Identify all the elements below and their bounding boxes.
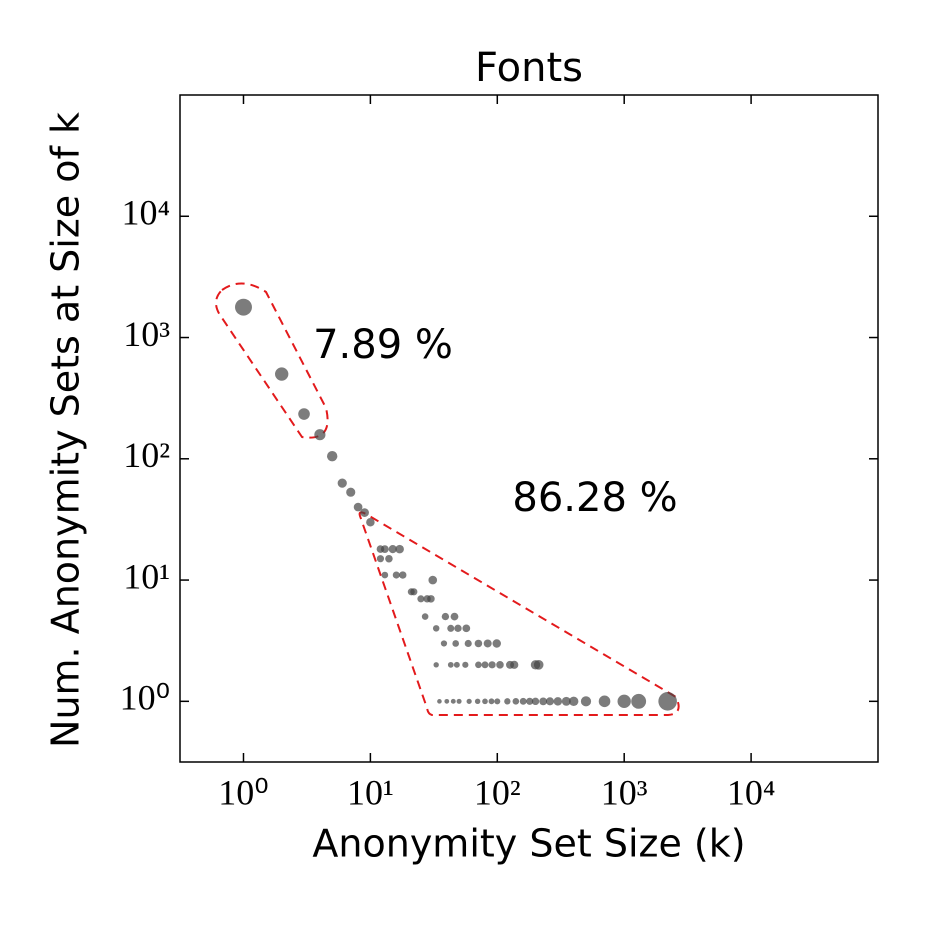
point: [453, 661, 460, 668]
point: [440, 640, 448, 647]
point: [450, 612, 459, 621]
point: [545, 697, 554, 706]
point: [504, 698, 511, 705]
point: [496, 661, 504, 669]
point: [392, 571, 400, 579]
point: [385, 554, 393, 563]
point: [450, 698, 456, 704]
point: [399, 571, 407, 579]
x-tick-label: 10⁴: [727, 772, 776, 812]
point: [437, 699, 442, 704]
point: [488, 698, 495, 705]
point: [539, 697, 548, 706]
point: [346, 487, 356, 497]
point: [531, 697, 540, 706]
plot-frame: [179, 94, 879, 763]
point: [360, 508, 369, 517]
point: [492, 639, 501, 648]
x-tick-label: 10²: [474, 772, 521, 812]
point: [410, 588, 418, 596]
point: [433, 662, 439, 668]
point: [275, 367, 289, 381]
point: [533, 660, 544, 670]
x-tick-label: 10³: [601, 772, 648, 812]
point: [494, 698, 501, 705]
x-tick-label: 10⁰: [218, 772, 268, 812]
point: [428, 575, 438, 585]
point: [512, 698, 520, 705]
point: [481, 661, 489, 669]
point: [483, 639, 492, 648]
x-axis-label: Anonymity Set Size (k): [312, 822, 745, 866]
point: [474, 639, 483, 648]
point: [432, 625, 440, 632]
y-tick-label: 10⁴: [121, 193, 170, 233]
point: [376, 555, 385, 563]
point: [395, 544, 404, 554]
point: [510, 660, 519, 669]
point: [519, 697, 527, 705]
point: [444, 698, 450, 704]
point: [580, 696, 592, 707]
point: [598, 695, 611, 708]
point: [553, 697, 563, 706]
point: [314, 429, 326, 441]
point: [421, 613, 429, 620]
point: [658, 692, 677, 711]
point: [427, 595, 435, 603]
point: [381, 571, 389, 579]
annotation: 7.89 %: [313, 322, 453, 368]
point: [464, 639, 472, 648]
point: [456, 698, 462, 704]
y-tick-label: 10⁰: [120, 678, 170, 718]
y-tick-label: 10³: [123, 314, 170, 354]
point: [417, 595, 425, 603]
point: [568, 696, 579, 707]
y-axis-label: Num. Anonymity Sets at Size of k: [44, 112, 88, 748]
point: [298, 408, 310, 420]
point: [561, 696, 571, 706]
y-tick-label: 10¹: [123, 556, 170, 596]
point: [631, 693, 647, 709]
point: [454, 624, 462, 632]
point: [353, 502, 363, 512]
annotation: 86.28 %: [512, 475, 677, 521]
point: [388, 545, 397, 554]
point: [475, 661, 482, 669]
point: [337, 478, 347, 488]
point: [441, 612, 450, 621]
point: [466, 698, 472, 704]
point: [447, 624, 455, 632]
point: [380, 545, 389, 554]
point: [474, 698, 481, 705]
x-tick-label: 10¹: [347, 772, 394, 812]
point: [488, 661, 496, 669]
point: [452, 640, 460, 647]
point: [366, 517, 375, 527]
point: [462, 624, 471, 633]
point: [482, 698, 488, 705]
point: [462, 661, 469, 668]
point: [326, 451, 338, 462]
y-tick-label: 10²: [123, 435, 170, 475]
chart-title: Fonts: [475, 45, 583, 91]
point: [617, 694, 631, 709]
point: [526, 697, 534, 705]
point: [447, 661, 454, 668]
point: [235, 298, 252, 316]
